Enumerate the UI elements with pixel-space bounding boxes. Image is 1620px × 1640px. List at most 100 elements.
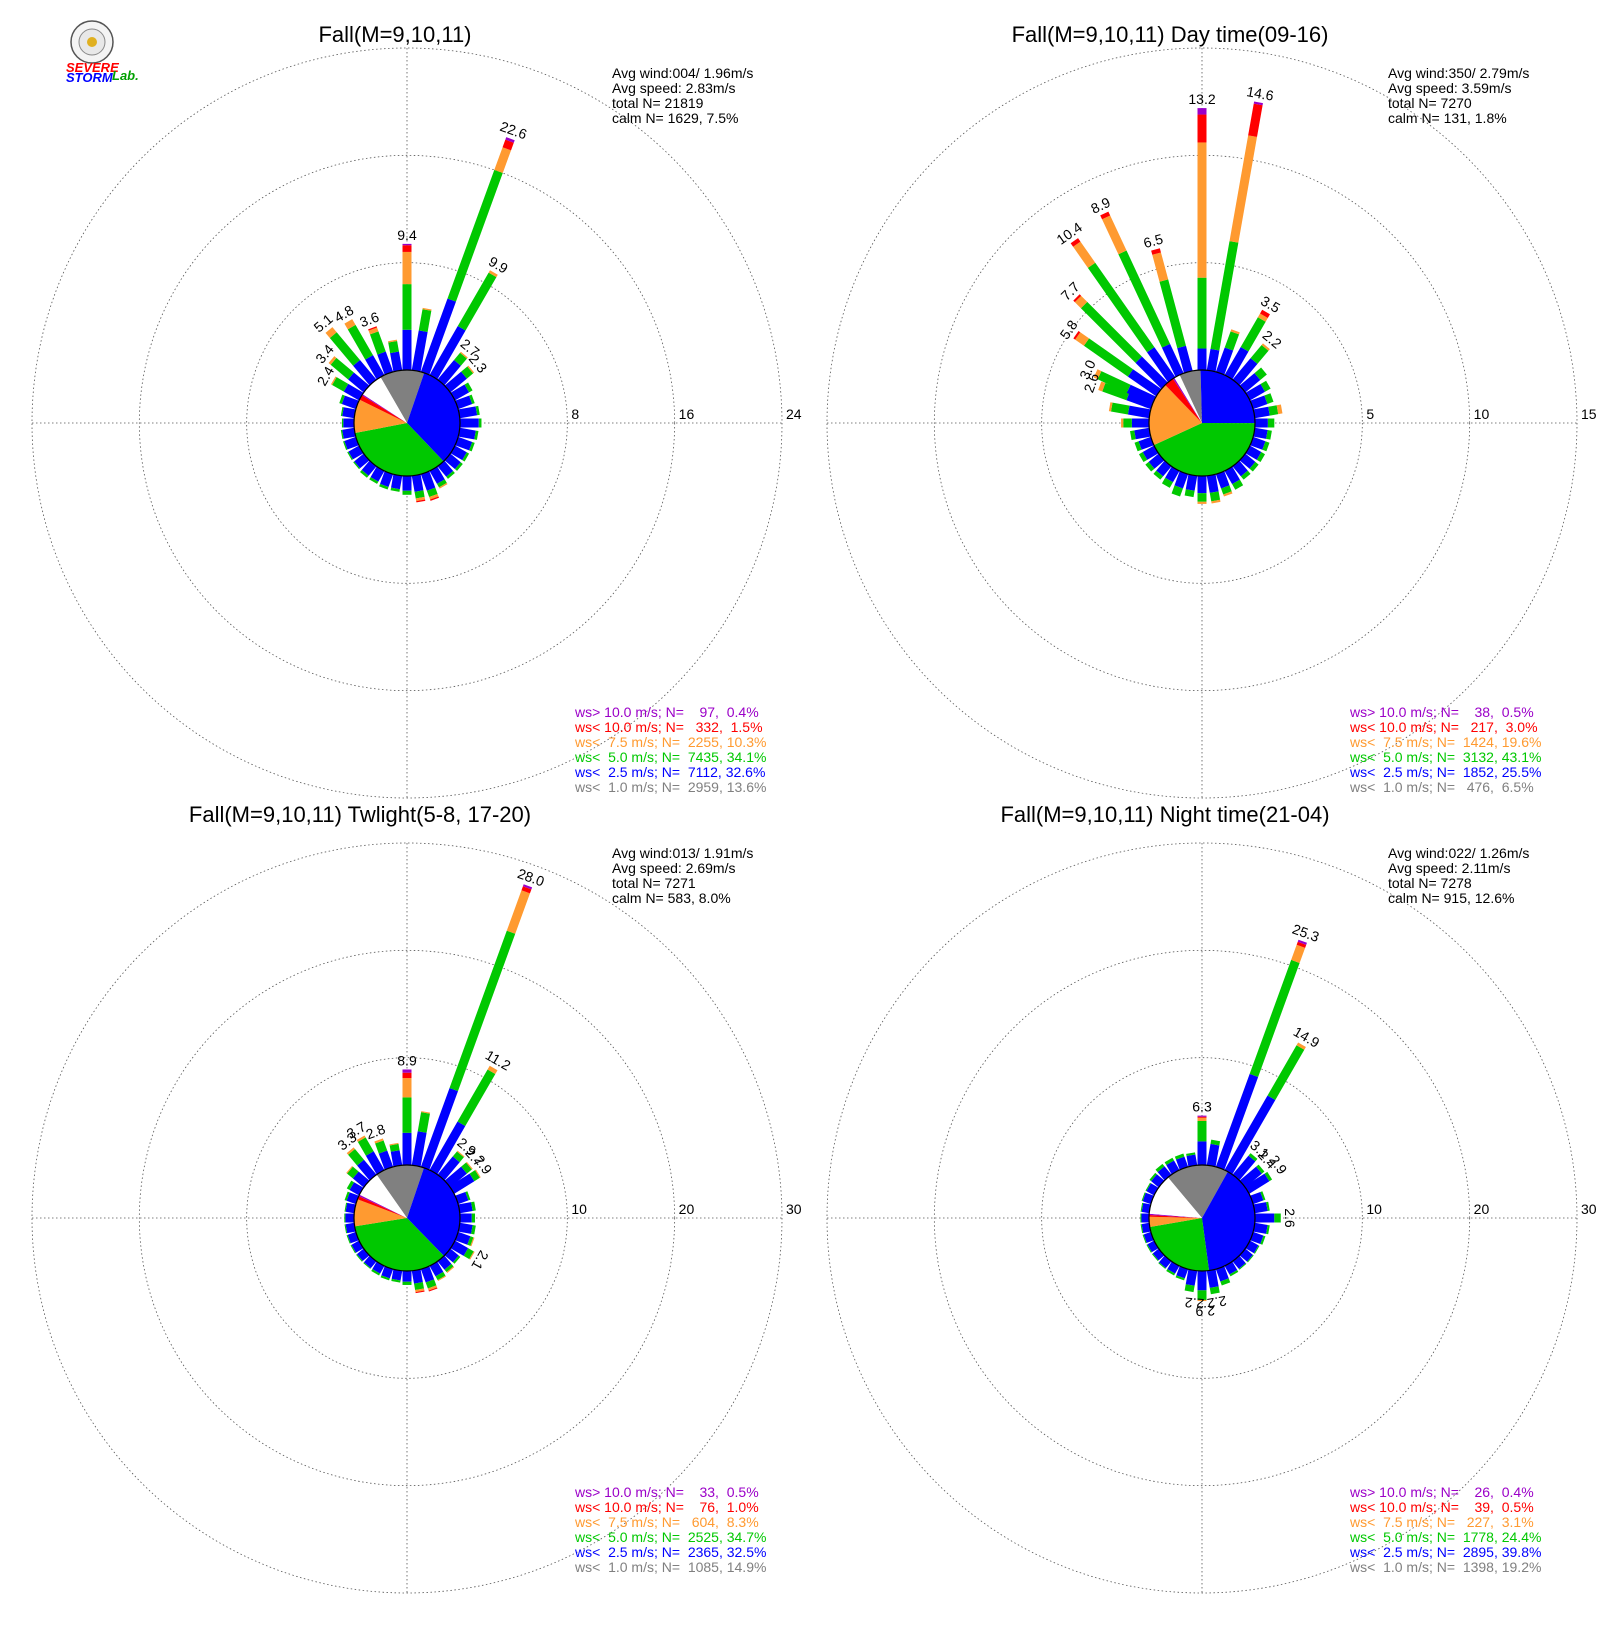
bar-segment [417, 1112, 430, 1133]
direction-bar [420, 471, 439, 501]
bar-segment [1261, 343, 1270, 351]
grid-ring [826, 842, 1578, 1594]
ring-label: 15 [1581, 406, 1597, 422]
bar-segment [329, 332, 360, 366]
bar-segment [1110, 402, 1130, 415]
bar-segment [369, 477, 379, 484]
bar-segment [1134, 427, 1151, 440]
direction-bar [346, 1231, 359, 1244]
bar-segment [437, 359, 461, 386]
bar-segment [1245, 445, 1262, 460]
bar-segment [425, 1279, 437, 1289]
bar-segment [342, 407, 356, 419]
direction-bar [344, 1191, 359, 1205]
bar-segment [1100, 211, 1111, 220]
bar-segment [1142, 1192, 1154, 1205]
pie-outline [353, 369, 461, 477]
bar-segment [1151, 248, 1161, 255]
bar-segment [340, 407, 344, 417]
bar-segment [363, 1262, 371, 1269]
bar-segment [457, 1069, 496, 1127]
bar-segment [1253, 427, 1268, 439]
bar-segment [1248, 103, 1263, 137]
direction-bar [450, 382, 473, 401]
ring-label: 16 [679, 406, 695, 422]
direction-bar [1151, 248, 1193, 373]
direction-bar [1206, 101, 1263, 372]
direction-bar [1224, 1042, 1306, 1175]
direction-bar [374, 1138, 394, 1170]
direction-bar [420, 1266, 438, 1292]
bar-segment [1197, 142, 1207, 278]
bar-segment [1297, 939, 1307, 945]
bar-segment [1267, 1045, 1305, 1100]
bar-segment [420, 298, 456, 375]
bar-segment [1176, 1266, 1189, 1279]
bar-segment [1083, 338, 1134, 377]
grid-ring [246, 262, 568, 584]
bar-segment [1121, 418, 1124, 428]
pie-slice [1149, 1215, 1202, 1218]
bar-segment [1232, 479, 1244, 490]
direction-bar [1184, 1269, 1198, 1293]
bar-segment [345, 1213, 354, 1223]
bar-segment [494, 147, 512, 174]
bar-segment [414, 490, 425, 499]
bar-segment [347, 451, 353, 461]
pie-slice [359, 395, 407, 423]
bar-segment [1140, 1202, 1144, 1212]
bar-segment [1240, 470, 1251, 480]
bar-segment [375, 1140, 388, 1154]
bar-segment [357, 1137, 374, 1156]
ring-label: 24 [786, 406, 802, 422]
direction-bar [1253, 1201, 1270, 1214]
direction-bar [369, 466, 385, 484]
direction-bar [1184, 474, 1198, 498]
bar-segment [411, 1269, 423, 1284]
direction-bar [449, 1169, 481, 1194]
bar-segment [1141, 1203, 1151, 1214]
bar-segment [1267, 418, 1275, 428]
direction-bar [1215, 939, 1307, 1170]
direction-bar [1140, 1202, 1151, 1214]
legend-entry: ws< 5.0 m/s; N= 2525, 34.7% [574, 1529, 766, 1545]
bar-total-label: 2.8 [364, 1121, 388, 1143]
bar-segment [420, 471, 436, 491]
bar-segment [344, 1202, 348, 1212]
pie-slice [1174, 374, 1202, 423]
pie-slice [407, 372, 461, 462]
bar-segment [377, 351, 394, 375]
direction-bar [325, 327, 377, 386]
pie-slice [354, 1218, 444, 1271]
direction-bar [455, 1191, 471, 1205]
direction-bar [437, 460, 455, 479]
direction-bar [353, 453, 370, 470]
stats-box: Avg wind:004/ 1.96m/s Avg speed: 2.83m/s… [612, 65, 753, 126]
direction-bar [437, 1150, 465, 1181]
bar-segment [1239, 1166, 1262, 1188]
grid-ring [138, 949, 676, 1487]
bar-total-label: 28.0 [515, 865, 546, 889]
direction-bar [1197, 108, 1207, 370]
bar-segment [1159, 279, 1186, 349]
bar-segment [1197, 348, 1207, 370]
bar-segment [469, 1170, 480, 1182]
pie-slice [357, 1196, 407, 1218]
bar-segment [505, 137, 515, 143]
direction-bar [1250, 393, 1274, 410]
pie-slice [361, 394, 407, 423]
direction-bar [1232, 1153, 1258, 1181]
direction-bar [429, 1261, 446, 1282]
legend-entry: ws> 10.0 m/s; N= 26, 0.4% [1349, 1484, 1534, 1500]
bar-segment [1073, 241, 1096, 268]
direction-bar [346, 1165, 370, 1188]
direction-bar [1073, 331, 1162, 397]
bar-segment [1087, 262, 1155, 353]
bar-segment [368, 327, 379, 335]
bar-segment [1254, 367, 1267, 380]
direction-bar [1186, 1152, 1198, 1167]
bar-segment [488, 270, 498, 278]
ring-label: 30 [1581, 1201, 1597, 1217]
bar-segment [1151, 1253, 1159, 1262]
